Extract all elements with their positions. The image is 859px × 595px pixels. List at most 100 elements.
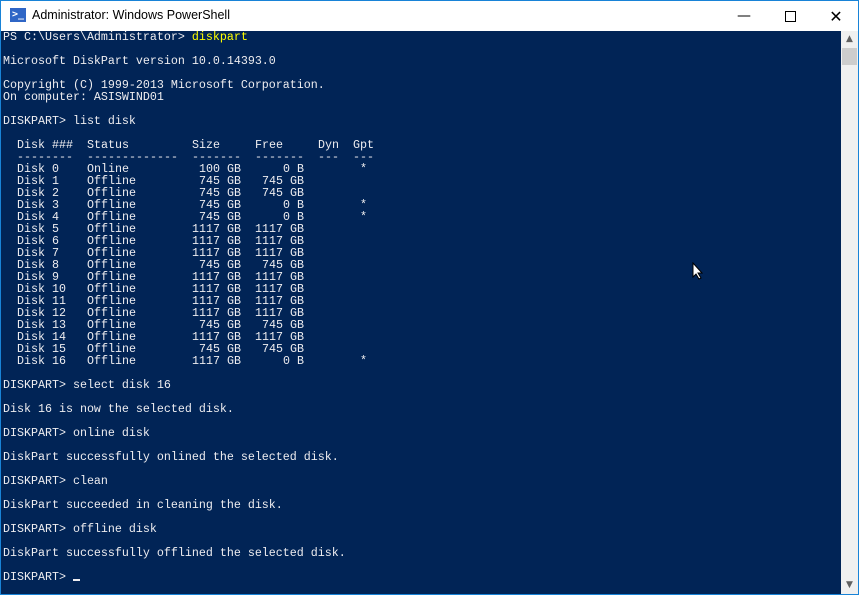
- size-cell: 1117 GB: [192, 282, 241, 296]
- disk-number-cell: Disk 7: [17, 246, 59, 260]
- diskpart-prompt: DISKPART>: [3, 570, 73, 584]
- clean-message: DiskPart succeeded in cleaning the disk.: [3, 498, 283, 512]
- title-bar[interactable]: >_ Administrator: Windows PowerShell — ✕: [1, 1, 858, 31]
- free-cell: 745 GB: [262, 318, 304, 332]
- free-cell: 1117 GB: [255, 234, 304, 248]
- free-cell: 1117 GB: [255, 222, 304, 236]
- disk-number-cell: Disk 11: [17, 294, 66, 308]
- gpt-cell: *: [360, 210, 367, 224]
- disk-number-cell: Disk 8: [17, 258, 59, 272]
- status-cell: Offline: [87, 270, 136, 284]
- select-disk-message: Disk 16 is now the selected disk.: [3, 402, 234, 416]
- free-cell: 0 B: [283, 162, 304, 176]
- dyn-cell: Dyn: [318, 138, 339, 152]
- dyn-cell: ---: [318, 150, 339, 164]
- free-cell: 745 GB: [262, 186, 304, 200]
- status-cell: Offline: [87, 342, 136, 356]
- window-title: Administrator: Windows PowerShell: [32, 8, 230, 22]
- status-cell: Offline: [87, 318, 136, 332]
- scroll-thumb[interactable]: [842, 48, 857, 65]
- size-cell: 1117 GB: [192, 294, 241, 308]
- offline-disk-command: DISKPART> offline disk: [3, 522, 157, 536]
- size-cell: 1117 GB: [192, 234, 241, 248]
- text-cursor: [72, 579, 80, 581]
- disk-number-cell: --------: [17, 150, 73, 164]
- disk-number-cell: Disk 14: [17, 330, 66, 344]
- list-disk-command: DISKPART> list disk: [3, 114, 136, 128]
- size-cell: 1117 GB: [192, 354, 241, 368]
- size-cell: 1117 GB: [192, 306, 241, 320]
- disk-number-cell: Disk 15: [17, 342, 66, 356]
- status-cell: Online: [87, 162, 129, 176]
- disk-number-cell: Disk 10: [17, 282, 66, 296]
- mouse-cursor-icon: [692, 262, 704, 280]
- size-cell: 1117 GB: [192, 222, 241, 236]
- size-cell: 1117 GB: [192, 270, 241, 284]
- disk-number-cell: Disk ###: [17, 138, 73, 152]
- ps-command: diskpart: [191, 31, 248, 44]
- console-output[interactable]: PS C:\Users\Administrator> diskpart Micr…: [1, 31, 841, 594]
- maximize-icon: [784, 10, 796, 22]
- powershell-icon: >_: [10, 8, 26, 22]
- disk-number-cell: Disk 13: [17, 318, 66, 332]
- status-cell: Offline: [87, 306, 136, 320]
- size-cell: 1117 GB: [192, 330, 241, 344]
- status-cell: Offline: [87, 186, 136, 200]
- size-cell: 745 GB: [199, 174, 241, 188]
- disk-number-cell: Disk 4: [17, 210, 59, 224]
- free-cell: 1117 GB: [255, 282, 304, 296]
- size-cell: 745 GB: [199, 186, 241, 200]
- scroll-up-icon[interactable]: ▲: [846, 34, 853, 44]
- size-cell: 745 GB: [199, 258, 241, 272]
- clean-command: DISKPART> clean: [3, 474, 108, 488]
- free-cell: 745 GB: [262, 342, 304, 356]
- size-cell: -------: [192, 150, 241, 164]
- status-cell: Offline: [87, 210, 136, 224]
- online-disk-message: DiskPart successfully onlined the select…: [3, 450, 339, 464]
- size-cell: 745 GB: [199, 198, 241, 212]
- size-cell: Size: [192, 138, 220, 152]
- copyright-line: Copyright (C) 1999-2013 Microsoft Corpor…: [3, 78, 325, 92]
- status-cell: Offline: [87, 234, 136, 248]
- minimize-icon: —: [737, 8, 751, 24]
- disk-number-cell: Disk 3: [17, 198, 59, 212]
- maximize-button[interactable]: [767, 1, 813, 31]
- vertical-scrollbar[interactable]: ▲ ▼: [841, 31, 858, 594]
- status-cell: Offline: [87, 222, 136, 236]
- status-cell: Status: [87, 138, 129, 152]
- disk-number-cell: Disk 6: [17, 234, 59, 248]
- disk-number-cell: Disk 12: [17, 306, 66, 320]
- free-cell: Free: [255, 138, 283, 152]
- free-cell: 1117 GB: [255, 306, 304, 320]
- computer-line: On computer: ASISWIND01: [3, 90, 164, 104]
- status-cell: Offline: [87, 174, 136, 188]
- disk-number-cell: Disk 1: [17, 174, 59, 188]
- gpt-cell: *: [360, 198, 367, 212]
- status-cell: Offline: [87, 294, 136, 308]
- status-cell: Offline: [87, 246, 136, 260]
- final-prompt-line[interactable]: DISKPART>: [3, 571, 80, 583]
- free-cell: 0 B: [283, 198, 304, 212]
- free-cell: 745 GB: [262, 258, 304, 272]
- minimize-button[interactable]: —: [721, 1, 767, 31]
- version-line: Microsoft DiskPart version 10.0.14393.0: [3, 54, 276, 68]
- scroll-down-icon[interactable]: ▼: [846, 580, 853, 590]
- close-button[interactable]: ✕: [813, 1, 859, 31]
- gpt-cell: *: [360, 354, 367, 368]
- status-cell: Offline: [87, 330, 136, 344]
- ps-prompt-line: PS C:\Users\Administrator> diskpart: [3, 31, 248, 43]
- status-cell: Offline: [87, 282, 136, 296]
- size-cell: 745 GB: [199, 210, 241, 224]
- gpt-cell: Gpt: [353, 138, 374, 152]
- free-cell: 1117 GB: [255, 330, 304, 344]
- size-cell: 745 GB: [199, 318, 241, 332]
- status-cell: Offline: [87, 198, 136, 212]
- select-disk-command: DISKPART> select disk 16: [3, 378, 171, 392]
- free-cell: 1117 GB: [255, 270, 304, 284]
- status-cell: -------------: [87, 150, 178, 164]
- close-icon: ✕: [829, 6, 843, 26]
- online-disk-command: DISKPART> online disk: [3, 426, 150, 440]
- ps-prompt: PS C:\Users\Administrator>: [3, 31, 192, 44]
- free-cell: 0 B: [283, 354, 304, 368]
